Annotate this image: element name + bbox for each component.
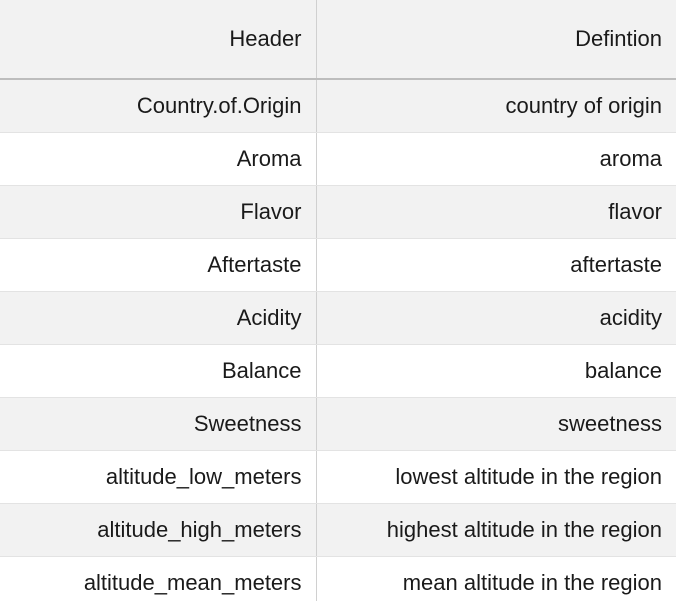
table-row: altitude_low_meters lowest altitude in t… [0, 450, 676, 504]
cell-header: Flavor [0, 185, 317, 239]
cell-definition: highest altitude in the region [316, 503, 676, 557]
cell-definition: country of origin [316, 79, 676, 133]
table-row: Aroma aroma [0, 132, 676, 186]
column-header-header: Header [0, 0, 317, 80]
cell-header: altitude_high_meters [0, 503, 317, 557]
table-row: altitude_mean_meters mean altitude in th… [0, 556, 676, 601]
cell-header: Sweetness [0, 397, 317, 451]
table-row: Flavor flavor [0, 185, 676, 239]
column-header-definition: Defintion [316, 0, 676, 80]
cell-definition: sweetness [316, 397, 676, 451]
table-row: Country.of.Origin country of origin [0, 79, 676, 133]
cell-header: Balance [0, 344, 317, 398]
cell-header: Country.of.Origin [0, 79, 317, 133]
cell-definition: acidity [316, 291, 676, 345]
cell-definition: aftertaste [316, 238, 676, 292]
cell-definition: balance [316, 344, 676, 398]
table-row: altitude_high_meters highest altitude in… [0, 503, 676, 557]
table-row: Balance balance [0, 344, 676, 398]
cell-definition: aroma [316, 132, 676, 186]
cell-header: altitude_low_meters [0, 450, 317, 504]
table-row: Aftertaste aftertaste [0, 238, 676, 292]
cell-header: Acidity [0, 291, 317, 345]
cell-definition: flavor [316, 185, 676, 239]
cell-header: Aftertaste [0, 238, 317, 292]
table-header-row: Header Defintion [0, 0, 676, 80]
cell-definition: mean altitude in the region [316, 556, 676, 601]
table-row: Acidity acidity [0, 291, 676, 345]
cell-header: altitude_mean_meters [0, 556, 317, 601]
cell-definition: lowest altitude in the region [316, 450, 676, 504]
table-row: Sweetness sweetness [0, 397, 676, 451]
cell-header: Aroma [0, 132, 317, 186]
